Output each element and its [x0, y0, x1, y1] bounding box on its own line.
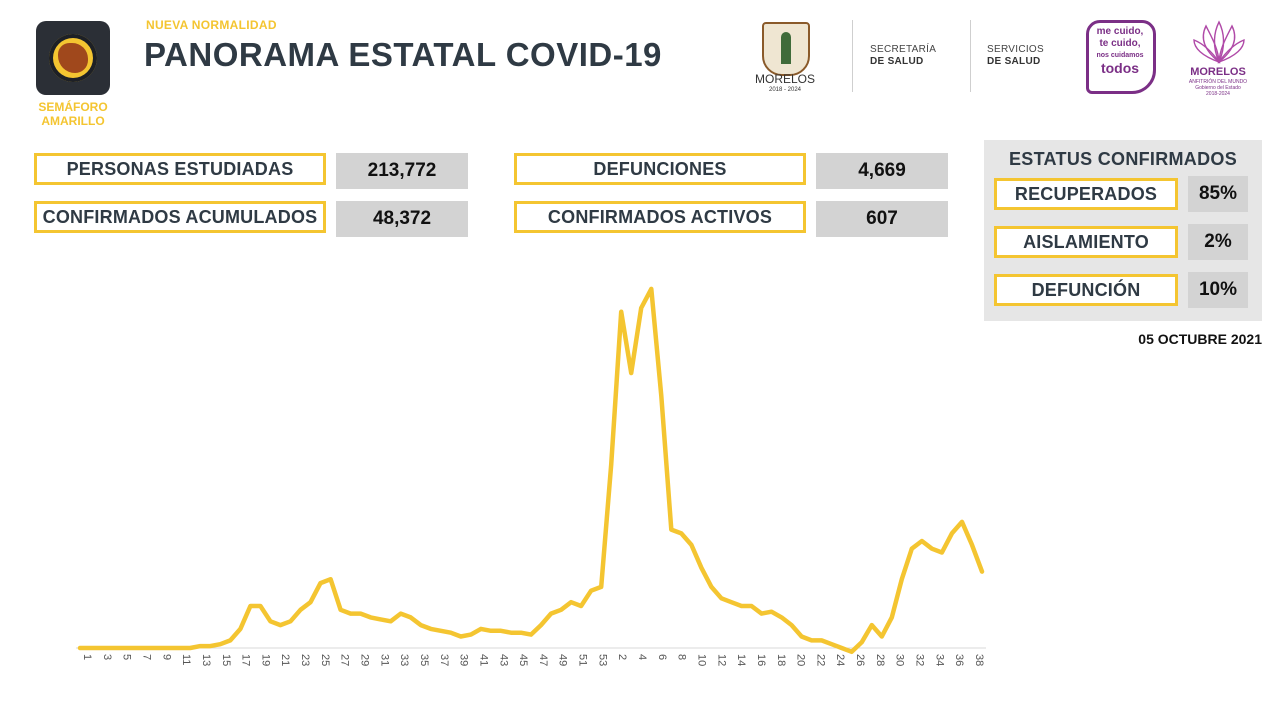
x-tick-label: 16 — [755, 654, 767, 666]
x-tick-label: 41 — [477, 654, 489, 666]
x-tick-label: 17 — [240, 654, 252, 666]
state-map-icon — [58, 43, 88, 73]
x-tick-label: 6 — [656, 654, 668, 660]
divider — [852, 20, 853, 92]
x-tick-label: 30 — [894, 654, 906, 666]
confirmados-acumulados-value: 48,372 — [336, 201, 468, 237]
x-tick-label: 39 — [458, 654, 470, 666]
gov-logo-subtitle: ANFITRIÓN DEL MUNDO Gobierno del Estado … — [1188, 79, 1248, 97]
x-tick-label: 23 — [299, 654, 311, 666]
state-shield-icon — [762, 22, 810, 76]
campaign-badge — [1086, 20, 1156, 94]
defuncion-label: DEFUNCIÓN — [994, 274, 1178, 306]
x-tick-label: 49 — [557, 654, 569, 666]
defunciones-label: DEFUNCIONES — [514, 153, 806, 185]
x-tick-label: 9 — [160, 654, 172, 660]
x-tick-label: 21 — [279, 654, 291, 666]
x-tick-label: 13 — [200, 654, 212, 666]
x-tick-label: 18 — [775, 654, 787, 666]
x-tick-label: 3 — [101, 654, 113, 660]
x-tick-label: 27 — [339, 654, 351, 666]
recuperados-value: 85% — [1188, 176, 1248, 212]
x-tick-label: 24 — [834, 654, 846, 666]
x-tick-label: 12 — [715, 654, 727, 666]
flower-logo-icon — [1193, 20, 1245, 64]
campaign-slogan: me cuido, te cuido, nos cuidamos todos — [1096, 26, 1144, 76]
x-tick-label: 29 — [359, 654, 371, 666]
aislamiento-label: AISLAMIENTO — [994, 226, 1178, 258]
recuperados-label: RECUPERADOS — [994, 178, 1178, 210]
x-tick-label: 35 — [418, 654, 430, 666]
kicker: NUEVA NORMALIDAD — [146, 18, 277, 32]
x-tick-label: 14 — [735, 654, 747, 666]
x-tick-label: 8 — [676, 654, 688, 660]
gov-logo-name: MORELOS — [1190, 66, 1246, 78]
x-tick-label: 31 — [378, 654, 390, 666]
confirmados-activos-value: 607 — [816, 201, 948, 237]
x-tick-label: 26 — [854, 654, 866, 666]
x-tick-label: 51 — [577, 654, 589, 666]
x-tick-label: 7 — [141, 654, 153, 660]
state-logo-name: MORELOS — [754, 72, 815, 86]
x-tick-label: 36 — [953, 654, 965, 666]
servicios-logo: SERVICIOS DE SALUD — [987, 44, 1044, 67]
status-title: ESTATUS CONFIRMADOS — [1008, 149, 1238, 169]
x-tick-label: 11 — [180, 654, 192, 665]
x-tick-label: 4 — [636, 654, 648, 660]
semaforo-icon — [36, 21, 110, 95]
x-tick-label: 38 — [973, 654, 985, 666]
report-date: 05 OCTUBRE 2021 — [1138, 331, 1262, 347]
x-tick-label: 19 — [259, 654, 271, 666]
state-logo-years: 2018 - 2024 — [768, 87, 802, 93]
x-tick-label: 25 — [319, 654, 331, 666]
x-tick-label: 1 — [81, 654, 93, 660]
x-tick-label: 47 — [537, 654, 549, 666]
x-tick-label: 45 — [517, 654, 529, 666]
divider — [970, 20, 971, 92]
x-tick-labels: 1 3 5 7 9 11 13 15 17 19 21 23 25 27 29 31 33 35 37 39 41 43 4… — [81, 654, 985, 666]
series-line — [77, 286, 985, 655]
x-tick-label: 2 — [616, 654, 628, 660]
x-tick-label: 5 — [121, 654, 133, 660]
x-tick-label: 33 — [398, 654, 410, 666]
secretaria-logo: SECRETARÍA DE SALUD — [870, 44, 937, 67]
cases-line-chart: 1 3 5 7 9 11 13 15 17 19 21 23 25 27 29 31 33 35 37 39 41 43 4… — [76, 286, 986, 666]
x-tick-label: 32 — [914, 654, 926, 666]
x-tick-label: 20 — [795, 654, 807, 666]
x-tick-label: 22 — [814, 654, 826, 666]
personas-estudiadas-value: 213,772 — [336, 153, 468, 189]
confirmados-activos-label: CONFIRMADOS ACTIVOS — [514, 201, 806, 233]
x-tick-label: 53 — [596, 654, 608, 666]
x-tick-label: 10 — [696, 654, 708, 666]
x-tick-label: 34 — [933, 654, 945, 666]
personas-estudiadas-label: PERSONAS ESTUDIADAS — [34, 153, 326, 185]
aislamiento-value: 2% — [1188, 224, 1248, 260]
x-tick-label: 37 — [438, 654, 450, 666]
x-tick-label: 43 — [497, 654, 509, 666]
defunciones-value: 4,669 — [816, 153, 948, 189]
confirmados-acumulados-label: CONFIRMADOS ACUMULADOS — [34, 201, 326, 233]
x-tick-label: 28 — [874, 654, 886, 666]
defuncion-value: 10% — [1188, 272, 1248, 308]
x-tick-label: 15 — [220, 654, 232, 666]
page-title: PANORAMA ESTATAL COVID-19 — [144, 36, 662, 73]
semaforo-label: SEMÁFORO AMARILLO — [38, 100, 108, 128]
